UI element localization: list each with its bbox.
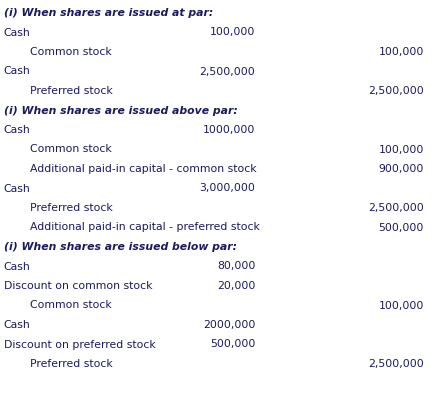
Text: 2000,000: 2000,000 [203, 320, 255, 330]
Text: Discount on common stock: Discount on common stock [4, 281, 152, 291]
Text: Discount on preferred stock: Discount on preferred stock [4, 339, 155, 349]
Text: (i) When shares are issued below par:: (i) When shares are issued below par: [4, 242, 237, 252]
Text: 1000,000: 1000,000 [203, 125, 255, 135]
Text: Preferred stock: Preferred stock [30, 359, 113, 369]
Text: Cash: Cash [4, 27, 30, 38]
Text: 2,500,000: 2,500,000 [368, 203, 424, 213]
Text: Cash: Cash [4, 183, 30, 194]
Text: 500,000: 500,000 [379, 223, 424, 232]
Text: Cash: Cash [4, 125, 30, 135]
Text: Additional paid-in capital - preferred stock: Additional paid-in capital - preferred s… [30, 223, 260, 232]
Text: 2,500,000: 2,500,000 [368, 86, 424, 96]
Text: Common stock: Common stock [30, 301, 112, 311]
Text: Cash: Cash [4, 67, 30, 76]
Text: Cash: Cash [4, 261, 30, 271]
Text: 2,500,000: 2,500,000 [368, 359, 424, 369]
Text: 20,000: 20,000 [217, 281, 255, 291]
Text: Cash: Cash [4, 320, 30, 330]
Text: Common stock: Common stock [30, 47, 112, 57]
Text: Additional paid-in capital - common stock: Additional paid-in capital - common stoc… [30, 164, 257, 174]
Text: 900,000: 900,000 [379, 164, 424, 174]
Text: 100,000: 100,000 [210, 27, 255, 38]
Text: (i) When shares are issued above par:: (i) When shares are issued above par: [4, 105, 237, 116]
Text: 3,000,000: 3,000,000 [199, 183, 255, 194]
Text: 500,000: 500,000 [210, 339, 255, 349]
Text: Common stock: Common stock [30, 145, 112, 154]
Text: 80,000: 80,000 [217, 261, 255, 271]
Text: Preferred stock: Preferred stock [30, 86, 113, 96]
Text: 100,000: 100,000 [379, 145, 424, 154]
Text: 100,000: 100,000 [379, 47, 424, 57]
Text: 2,500,000: 2,500,000 [199, 67, 255, 76]
Text: (i) When shares are issued at par:: (i) When shares are issued at par: [4, 8, 213, 18]
Text: 100,000: 100,000 [379, 301, 424, 311]
Text: Preferred stock: Preferred stock [30, 203, 113, 213]
